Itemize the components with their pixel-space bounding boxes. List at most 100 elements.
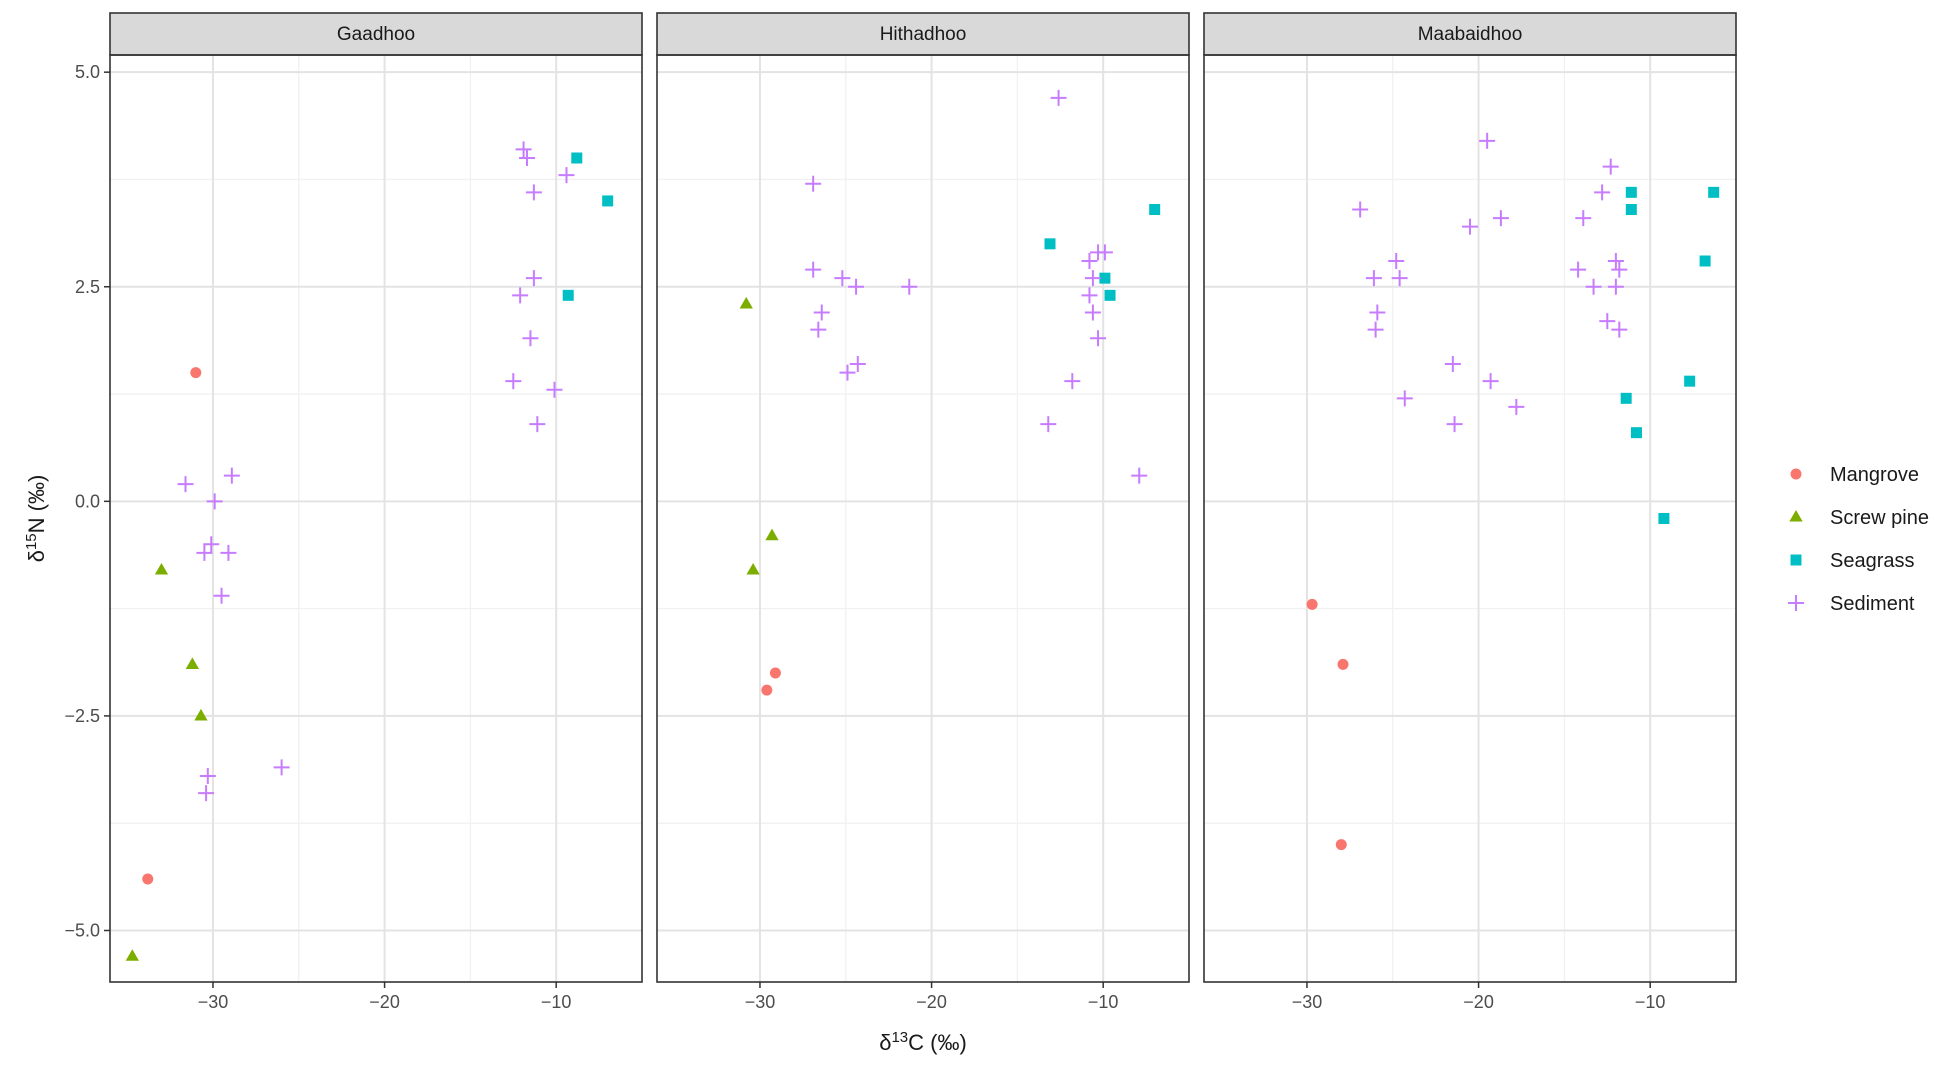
point-screw-pine xyxy=(739,296,753,309)
point-sediment xyxy=(1611,261,1628,278)
point-sediment xyxy=(1040,416,1057,433)
point-screw-pine xyxy=(765,528,779,541)
point-sediment xyxy=(505,373,522,390)
point-sediment xyxy=(1131,467,1148,484)
point-mangrove xyxy=(1335,839,1347,851)
point-screw-pine xyxy=(125,949,139,961)
point-sediment xyxy=(839,364,856,381)
y-tick-label: 5.0 xyxy=(75,62,100,82)
panel-background xyxy=(110,55,642,982)
point-sediment xyxy=(1479,132,1496,149)
x-tick-label: −20 xyxy=(916,992,947,1012)
point-seagrass xyxy=(1104,289,1116,301)
point-sediment xyxy=(1352,201,1369,218)
point-sediment xyxy=(196,544,213,561)
y-tick-label: 2.5 xyxy=(75,277,100,297)
legend-key-sediment xyxy=(1788,595,1804,611)
point-sediment xyxy=(1050,89,1067,106)
point-sediment xyxy=(206,493,223,510)
point-sediment xyxy=(203,536,220,553)
x-tick-label: −30 xyxy=(198,992,229,1012)
point-sediment xyxy=(1365,270,1382,287)
point-sediment xyxy=(813,304,830,321)
facet-label: Gaadhoo xyxy=(337,24,415,45)
point-sediment xyxy=(1492,210,1509,227)
panel-gaadhoo: Gaadhoo −30 −20 −10 −5.0 −2.5 0.0 2.5 5.0 xyxy=(64,12,643,1012)
point-sediment xyxy=(849,356,866,372)
legend-key-seagrass xyxy=(1790,554,1802,566)
point-seagrass xyxy=(1620,392,1632,404)
point-sediment xyxy=(1575,210,1592,227)
point-sediment xyxy=(223,467,240,484)
panel-background xyxy=(1204,55,1736,982)
point-mangrove xyxy=(761,684,773,696)
point-seagrass xyxy=(1699,255,1711,267)
x-tick-label: −10 xyxy=(1088,992,1119,1012)
point-sediment xyxy=(558,167,575,184)
point-sediment xyxy=(1396,390,1413,407)
point-seagrass xyxy=(1658,513,1670,524)
y-tick-label: −2.5 xyxy=(64,706,100,726)
point-sediment xyxy=(1585,278,1602,295)
point-screw-pine xyxy=(746,563,760,575)
point-sediment xyxy=(529,416,546,433)
point-screw-pine xyxy=(185,657,200,669)
x-tick-label: −10 xyxy=(541,992,572,1012)
y-tick-label: −5.0 xyxy=(64,921,100,941)
point-mangrove xyxy=(1337,658,1349,670)
x-tick-label: −30 xyxy=(1292,992,1323,1012)
point-sediment xyxy=(1081,287,1098,304)
point-sediment xyxy=(834,270,851,287)
point-sediment xyxy=(1508,398,1525,415)
point-sediment xyxy=(901,278,918,295)
point-screw-pine xyxy=(154,563,169,575)
legend: Mangrove Screw pine Seagrass Sediment xyxy=(1788,464,1929,615)
facet-label: Maabaidhoo xyxy=(1418,24,1523,45)
facet-strip xyxy=(656,12,1190,56)
point-sediment xyxy=(1482,373,1499,390)
point-sediment xyxy=(1096,244,1113,261)
legend-item-seagrass: Seagrass xyxy=(1790,550,1915,572)
point-sediment xyxy=(213,587,230,604)
point-sediment xyxy=(1446,416,1463,433)
point-sediment xyxy=(199,768,216,784)
legend-label: Seagrass xyxy=(1830,550,1915,572)
point-sediment xyxy=(519,150,536,166)
point-sediment xyxy=(525,270,542,287)
point-seagrass xyxy=(1149,204,1161,215)
panel-border xyxy=(656,54,1190,983)
point-sediment xyxy=(177,476,194,493)
point-sediment xyxy=(1388,253,1405,269)
panel-hithadhoo: Hithadhoo −30 −20 −10 xyxy=(656,12,1190,1012)
point-sediment xyxy=(525,184,542,201)
point-sediment xyxy=(515,141,532,158)
legend-key-screw-pine xyxy=(1789,510,1803,522)
point-sediment xyxy=(1064,373,1081,390)
point-sediment xyxy=(220,544,237,561)
legend-item-sediment: Sediment xyxy=(1788,593,1915,615)
legend-label: Mangrove xyxy=(1830,464,1919,486)
facet-strip xyxy=(1203,12,1737,56)
facet-strip xyxy=(109,12,643,56)
point-sediment xyxy=(1369,304,1386,321)
panel-border xyxy=(1203,54,1737,983)
x-axis-title: δ13C (‰) xyxy=(879,1029,967,1056)
point-seagrass xyxy=(1099,272,1111,284)
point-sediment xyxy=(1084,304,1101,321)
point-mangrove xyxy=(769,667,781,679)
point-seagrass xyxy=(1708,186,1720,198)
legend-item-mangrove: Mangrove xyxy=(1790,464,1919,486)
point-sediment xyxy=(1084,270,1101,287)
x-tick-label: −10 xyxy=(1635,992,1666,1012)
point-sediment xyxy=(1570,261,1587,278)
legend-label: Screw pine xyxy=(1830,507,1929,529)
point-sediment xyxy=(1607,253,1624,269)
legend-item-screw-pine: Screw pine xyxy=(1789,507,1929,529)
panel-background xyxy=(657,55,1189,982)
point-sediment xyxy=(198,785,215,802)
point-sediment xyxy=(810,321,827,338)
point-sediment xyxy=(848,278,865,295)
point-sediment xyxy=(512,287,529,304)
